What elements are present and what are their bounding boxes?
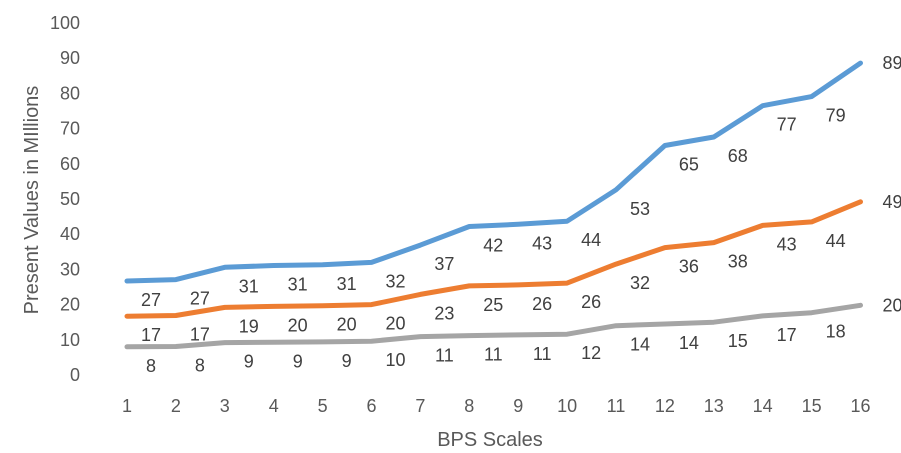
x-tick-label: 1 bbox=[122, 396, 132, 416]
data-label-series-1: 44 bbox=[581, 230, 601, 250]
x-tick-label: 3 bbox=[220, 396, 230, 416]
data-label-series-3: 11 bbox=[435, 346, 454, 366]
data-label-series-1: 42 bbox=[483, 236, 503, 256]
data-label-series-2: 49 bbox=[883, 192, 901, 212]
x-tick-label: 6 bbox=[366, 396, 376, 416]
data-label-series-3: 17 bbox=[777, 325, 797, 345]
data-label-series-2: 32 bbox=[630, 273, 650, 293]
series-lines bbox=[124, 60, 863, 350]
x-tick-label: 9 bbox=[513, 396, 523, 416]
y-tick-label: 10 bbox=[60, 330, 80, 350]
data-label-series-2: 20 bbox=[337, 315, 357, 335]
data-label-series-3: 11 bbox=[533, 344, 552, 364]
y-tick-label: 0 bbox=[70, 365, 80, 385]
data-label-series-2: 20 bbox=[385, 314, 405, 334]
x-tick-label: 13 bbox=[704, 396, 724, 416]
x-tick-label: 11 bbox=[607, 396, 626, 416]
data-label-series-1: 27 bbox=[141, 290, 161, 310]
y-axis-tick-labels: 0 10 20 30 40 50 60 70 80 90 100 bbox=[50, 13, 80, 385]
x-tick-label: 16 bbox=[850, 396, 870, 416]
data-label-series-2: 38 bbox=[728, 252, 748, 272]
y-tick-label: 30 bbox=[60, 259, 80, 279]
data-label-series-3: 20 bbox=[883, 295, 901, 315]
data-label-series-1: 43 bbox=[532, 233, 552, 253]
data-label-series-1: 77 bbox=[777, 115, 797, 135]
data-label-series-1: 31 bbox=[337, 274, 357, 294]
data-label-series-2: 19 bbox=[239, 316, 259, 336]
y-axis-title: Present Values in MIllions bbox=[21, 86, 43, 315]
y-tick-label: 20 bbox=[60, 295, 80, 315]
x-tick-label: 10 bbox=[557, 396, 577, 416]
data-label-series-1: 31 bbox=[239, 276, 259, 296]
data-label-series-3: 9 bbox=[342, 351, 352, 371]
data-label-series-2: 44 bbox=[826, 231, 846, 251]
data-label-series-2: 17 bbox=[190, 325, 210, 345]
data-label-series-3: 12 bbox=[581, 343, 601, 363]
data-label-series-2: 17 bbox=[141, 325, 161, 345]
data-label-series-2: 36 bbox=[679, 257, 699, 277]
x-tick-label: 5 bbox=[318, 396, 328, 416]
x-tick-label: 2 bbox=[171, 396, 181, 416]
data-label-series-1: 79 bbox=[826, 106, 846, 126]
data-label-series-3: 9 bbox=[244, 352, 254, 372]
data-label-series-2: 26 bbox=[532, 294, 552, 314]
x-tick-label: 14 bbox=[753, 396, 773, 416]
y-tick-label: 60 bbox=[60, 154, 80, 174]
x-tick-label: 8 bbox=[464, 396, 474, 416]
data-label-series-3: 9 bbox=[293, 351, 303, 371]
data-label-series-2: 20 bbox=[288, 315, 308, 335]
x-tick-label: 4 bbox=[269, 396, 279, 416]
series-line-3 bbox=[124, 302, 863, 350]
data-label-series-1: 65 bbox=[679, 155, 699, 175]
data-label-series-1: 37 bbox=[434, 254, 454, 274]
data-label-series-2: 25 bbox=[483, 295, 503, 315]
data-label-series-1: 31 bbox=[288, 275, 308, 295]
data-label-series-3: 11 bbox=[484, 345, 503, 365]
data-label-series-1: 68 bbox=[728, 146, 748, 166]
x-tick-label: 7 bbox=[415, 396, 425, 416]
data-label-series-3: 10 bbox=[385, 350, 405, 370]
y-tick-label: 90 bbox=[60, 48, 80, 68]
data-label-series-2: 43 bbox=[777, 234, 797, 254]
data-label-series-3: 15 bbox=[728, 331, 748, 351]
data-label-series-1: 89 bbox=[883, 53, 901, 73]
y-tick-label: 70 bbox=[60, 119, 80, 139]
data-label-series-2: 26 bbox=[581, 292, 601, 312]
data-label-series-3: 18 bbox=[826, 322, 846, 342]
y-tick-label: 50 bbox=[60, 189, 80, 209]
series-line-2 bbox=[124, 199, 863, 319]
x-axis-tick-labels: 1 2 3 4 5 6 7 8 9 10 11 12 13 14 15 16 bbox=[122, 396, 871, 416]
series-line-1 bbox=[124, 60, 863, 284]
data-label-series-3: 14 bbox=[679, 333, 699, 353]
data-label-series-3: 8 bbox=[195, 356, 205, 376]
data-label-series-3: 14 bbox=[630, 335, 650, 355]
data-label-series-1: 53 bbox=[630, 199, 650, 219]
data-label-series-3: 8 bbox=[146, 356, 156, 376]
x-tick-label: 12 bbox=[655, 396, 675, 416]
data-label-series-1: 27 bbox=[190, 289, 210, 309]
y-tick-label: 80 bbox=[60, 83, 80, 103]
x-tick-label: 15 bbox=[802, 396, 822, 416]
y-tick-label: 100 bbox=[50, 13, 80, 33]
x-axis-title: BPS Scales bbox=[437, 429, 543, 451]
y-tick-label: 40 bbox=[60, 224, 80, 244]
data-label-series-1: 32 bbox=[385, 271, 405, 291]
data-label-series-2: 23 bbox=[434, 303, 454, 323]
